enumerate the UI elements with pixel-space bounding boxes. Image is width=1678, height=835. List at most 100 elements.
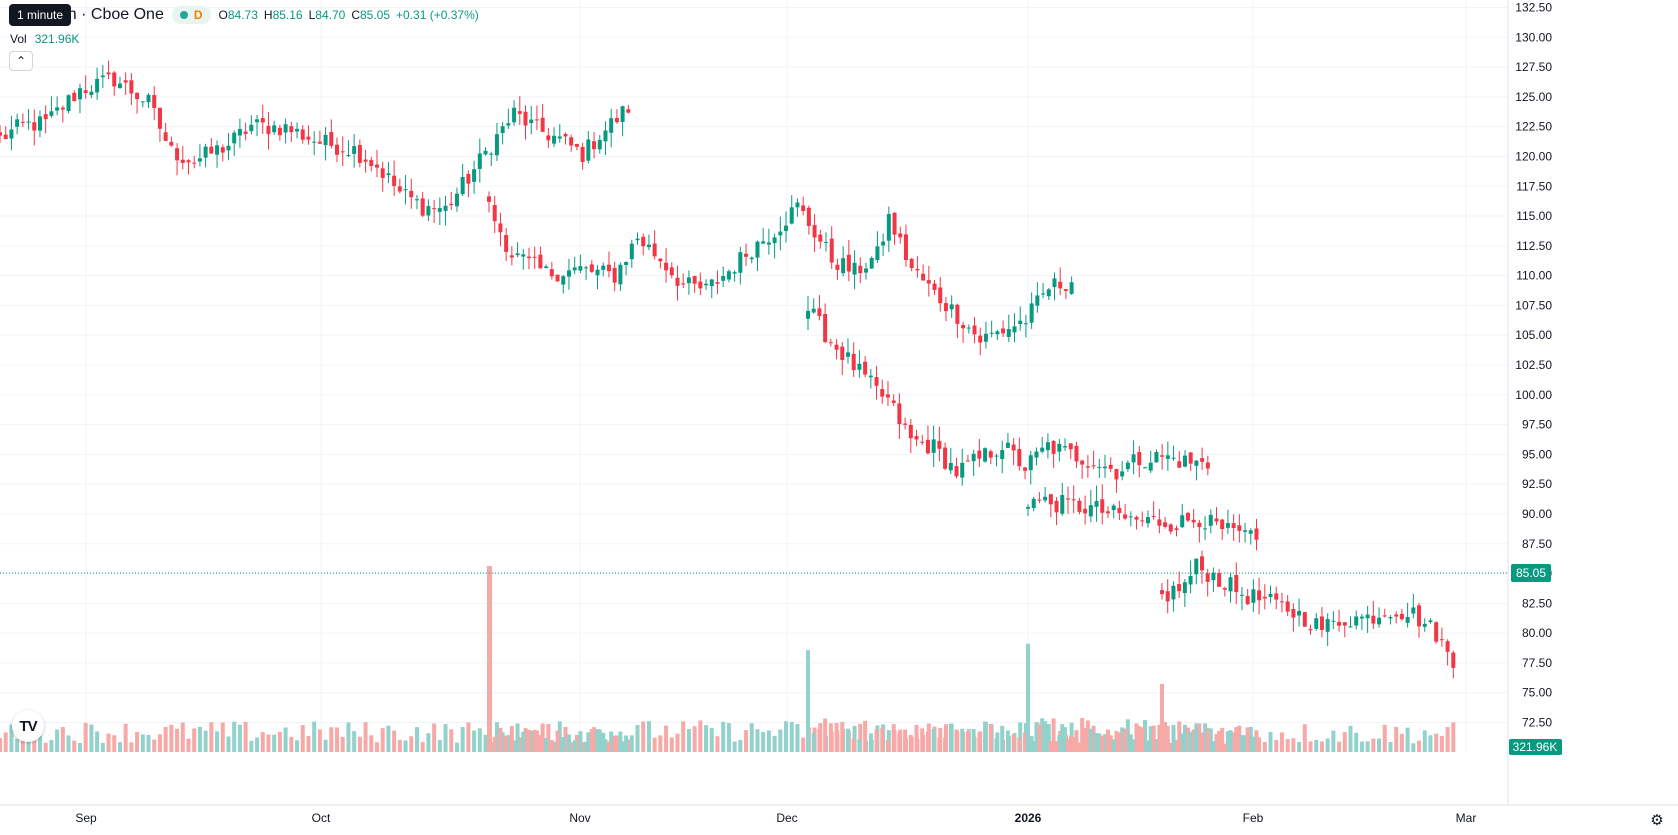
candle-body [295, 128, 300, 132]
candle-body [966, 327, 971, 329]
candle-body [857, 363, 862, 370]
candle-body [1394, 614, 1399, 617]
volume-bar [157, 734, 162, 752]
candle-body [971, 453, 976, 462]
volume-bar [1177, 739, 1182, 752]
candle-body [1074, 445, 1079, 462]
volume-bar [646, 721, 651, 752]
candle-body [1371, 615, 1376, 624]
volume-bar [1140, 727, 1145, 752]
tradingview-logo[interactable]: TV [12, 710, 44, 742]
candle-body [523, 111, 528, 126]
volume-bar [1080, 718, 1085, 752]
volume-bar [721, 721, 726, 752]
candle-body [626, 109, 631, 113]
volume-bar [106, 733, 111, 752]
volume-bar [1005, 730, 1010, 752]
volume-bar [994, 738, 999, 752]
candle-body [943, 303, 948, 312]
candle-body [363, 159, 368, 162]
candle-body [1111, 505, 1116, 511]
market-status[interactable]: D [171, 6, 211, 24]
low-value: 84.70 [315, 8, 346, 22]
volume-bar [352, 731, 357, 752]
volume-bar [346, 722, 351, 752]
candle-body [521, 254, 526, 257]
candle-body [1165, 455, 1170, 459]
candle-body [492, 205, 497, 222]
volume-bar [1023, 732, 1028, 752]
candle-body [1125, 462, 1130, 470]
candle-body [609, 118, 614, 133]
candle-body [1257, 590, 1262, 601]
candle-body [898, 233, 903, 238]
settings-button[interactable]: ⚙ [1646, 809, 1668, 831]
volume-bar [1168, 742, 1173, 752]
candle-body [163, 132, 168, 141]
candle-body [1051, 441, 1056, 454]
candle-body [738, 252, 743, 273]
candle-body [624, 262, 629, 265]
volume-bar [538, 735, 543, 752]
volume-bar [709, 728, 714, 752]
volume-bar [521, 731, 526, 752]
candle-body [1422, 623, 1427, 627]
price-tick-label: 132.50 [1515, 1, 1552, 15]
open-label: O [218, 8, 228, 22]
price-tick-label: 102.50 [1515, 358, 1552, 372]
collapse-legend-button[interactable]: ⌃ [9, 51, 33, 71]
volume-bar [948, 723, 953, 752]
candle-body [834, 344, 839, 350]
candle-body [994, 455, 999, 457]
candle-body [1001, 328, 1006, 334]
candle-body [72, 92, 77, 102]
volume-bar [1097, 733, 1102, 752]
candle-body [352, 146, 357, 154]
volume-bar [420, 742, 425, 752]
volume-bar [1251, 736, 1256, 752]
candle-body [1151, 516, 1156, 518]
candle-body [938, 287, 943, 304]
candle-body [1065, 498, 1070, 500]
volume-bar [698, 720, 703, 752]
candle-body [1451, 652, 1456, 668]
volume-bar [1103, 734, 1108, 752]
volume-bar [1045, 734, 1050, 752]
time-tick-label: Sep [75, 811, 97, 825]
candle-body [1185, 512, 1190, 521]
candle-body [868, 375, 873, 378]
candle-body [220, 147, 225, 153]
candle-body [1342, 622, 1347, 626]
candle-body [1048, 494, 1053, 505]
candle-body [1251, 589, 1256, 603]
candle-body [532, 256, 537, 258]
candle-body [1354, 616, 1359, 626]
volume-bar [540, 723, 545, 752]
price-tick-label: 115.00 [1516, 209, 1552, 223]
candle-body [232, 132, 237, 144]
volume-bar [569, 742, 574, 752]
candle-body [875, 246, 880, 261]
volume-bar [1262, 741, 1267, 752]
candle-body [1254, 528, 1259, 540]
volume-bar [492, 736, 497, 752]
time-tick-label: Mar [1456, 811, 1477, 825]
volume-bar [100, 742, 105, 752]
volume-bar [1399, 733, 1404, 752]
candle-body [566, 270, 571, 277]
candle-body [732, 272, 737, 274]
candle-body [744, 253, 749, 257]
volume-bar [523, 728, 528, 752]
volume-bar [1177, 721, 1182, 752]
volume-bar [215, 731, 220, 752]
candle-body [1222, 588, 1227, 590]
candle-body [340, 151, 345, 153]
candle-body [1245, 596, 1250, 605]
candle-body [1228, 577, 1233, 592]
volume-bar [971, 728, 976, 752]
candle-body [1439, 639, 1444, 641]
volume-bar [1274, 740, 1279, 752]
volume-bar [965, 730, 970, 752]
